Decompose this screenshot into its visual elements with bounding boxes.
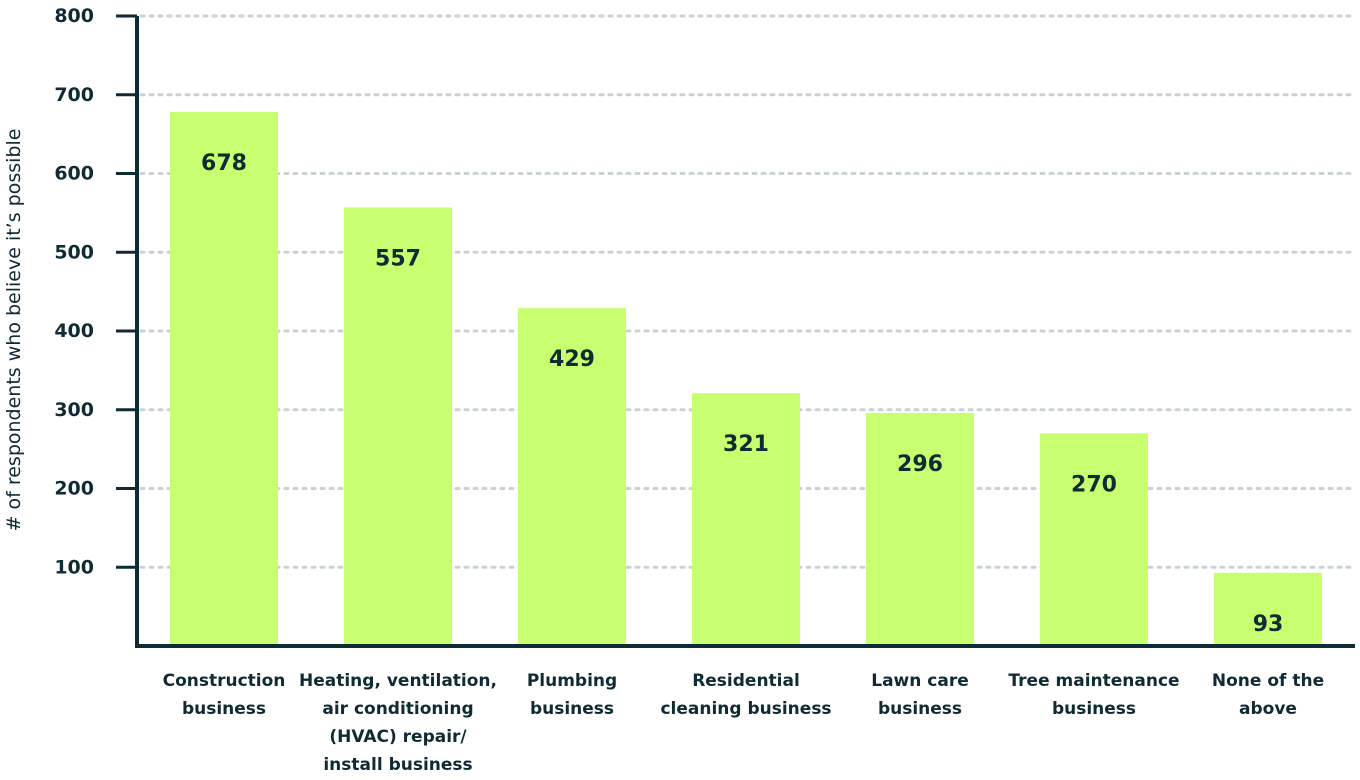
y-tick-label: 400	[54, 320, 94, 342]
y-tick-label: 100	[54, 556, 94, 578]
x-tick-label-line: cleaning business	[660, 699, 831, 719]
x-tick-label-line: business	[182, 699, 266, 719]
x-tick-label-line: Tree maintenance	[1008, 671, 1179, 691]
y-tick-label: 500	[54, 241, 94, 263]
axes	[116, 14, 1355, 648]
bar	[1040, 433, 1148, 646]
value-label: 321	[723, 432, 769, 457]
bar	[1214, 572, 1322, 646]
bar	[344, 207, 452, 647]
value-label: 429	[549, 347, 595, 372]
x-tick-label: Heating, ventilation, air conditioning (HV…	[299, 671, 497, 775]
value-labels: 678 557 429 321 296 270 93	[201, 151, 1283, 637]
x-tick-label-line: Plumbing	[527, 671, 617, 691]
x-tick-label-line: business	[878, 699, 962, 719]
y-tick-label: 800	[54, 5, 94, 27]
x-tick-labels: Construction business Heating, ventilation…	[163, 671, 1325, 775]
x-tick-label: None of the above	[1212, 671, 1324, 719]
x-tick-label-line: business	[1052, 699, 1136, 719]
y-tick-label: 600	[54, 163, 94, 185]
x-tick-label: Plumbing business	[527, 671, 617, 719]
bar	[518, 308, 626, 646]
y-tick-label: 300	[54, 399, 94, 421]
x-tick-label: Residential cleaning business	[660, 671, 831, 719]
y-tick-labels: 100 200 300 400 500 600 700 800	[54, 5, 94, 578]
value-label: 296	[897, 452, 943, 477]
x-tick-label-line: Construction	[163, 671, 286, 691]
x-tick-label-line: install business	[323, 755, 472, 775]
x-tick-label: Lawn care business	[871, 671, 969, 719]
y-tick-label: 200	[54, 478, 94, 500]
x-tick-label-line: air conditioning	[322, 699, 473, 719]
value-label: 93	[1253, 612, 1284, 637]
x-tick-label-line: business	[530, 699, 614, 719]
x-tick-label-line: None of the	[1212, 671, 1324, 691]
value-label: 678	[201, 151, 247, 176]
x-tick-label: Tree maintenance business	[1008, 671, 1179, 719]
value-label: 270	[1071, 472, 1117, 497]
value-label: 557	[375, 246, 421, 271]
bar	[866, 412, 974, 646]
x-tick-label-line: above	[1239, 699, 1297, 719]
y-tick-label: 700	[54, 84, 94, 106]
bars	[170, 112, 1322, 647]
x-tick-label: Construction business	[163, 671, 286, 719]
x-tick-label-line: Lawn care	[871, 671, 969, 691]
bar	[170, 112, 278, 646]
x-tick-label-line: Heating, ventilation,	[299, 671, 497, 691]
x-tick-label-line: (HVAC) repair/	[329, 727, 467, 747]
x-tick-label-line: Residential	[692, 671, 800, 691]
bar	[692, 393, 800, 646]
